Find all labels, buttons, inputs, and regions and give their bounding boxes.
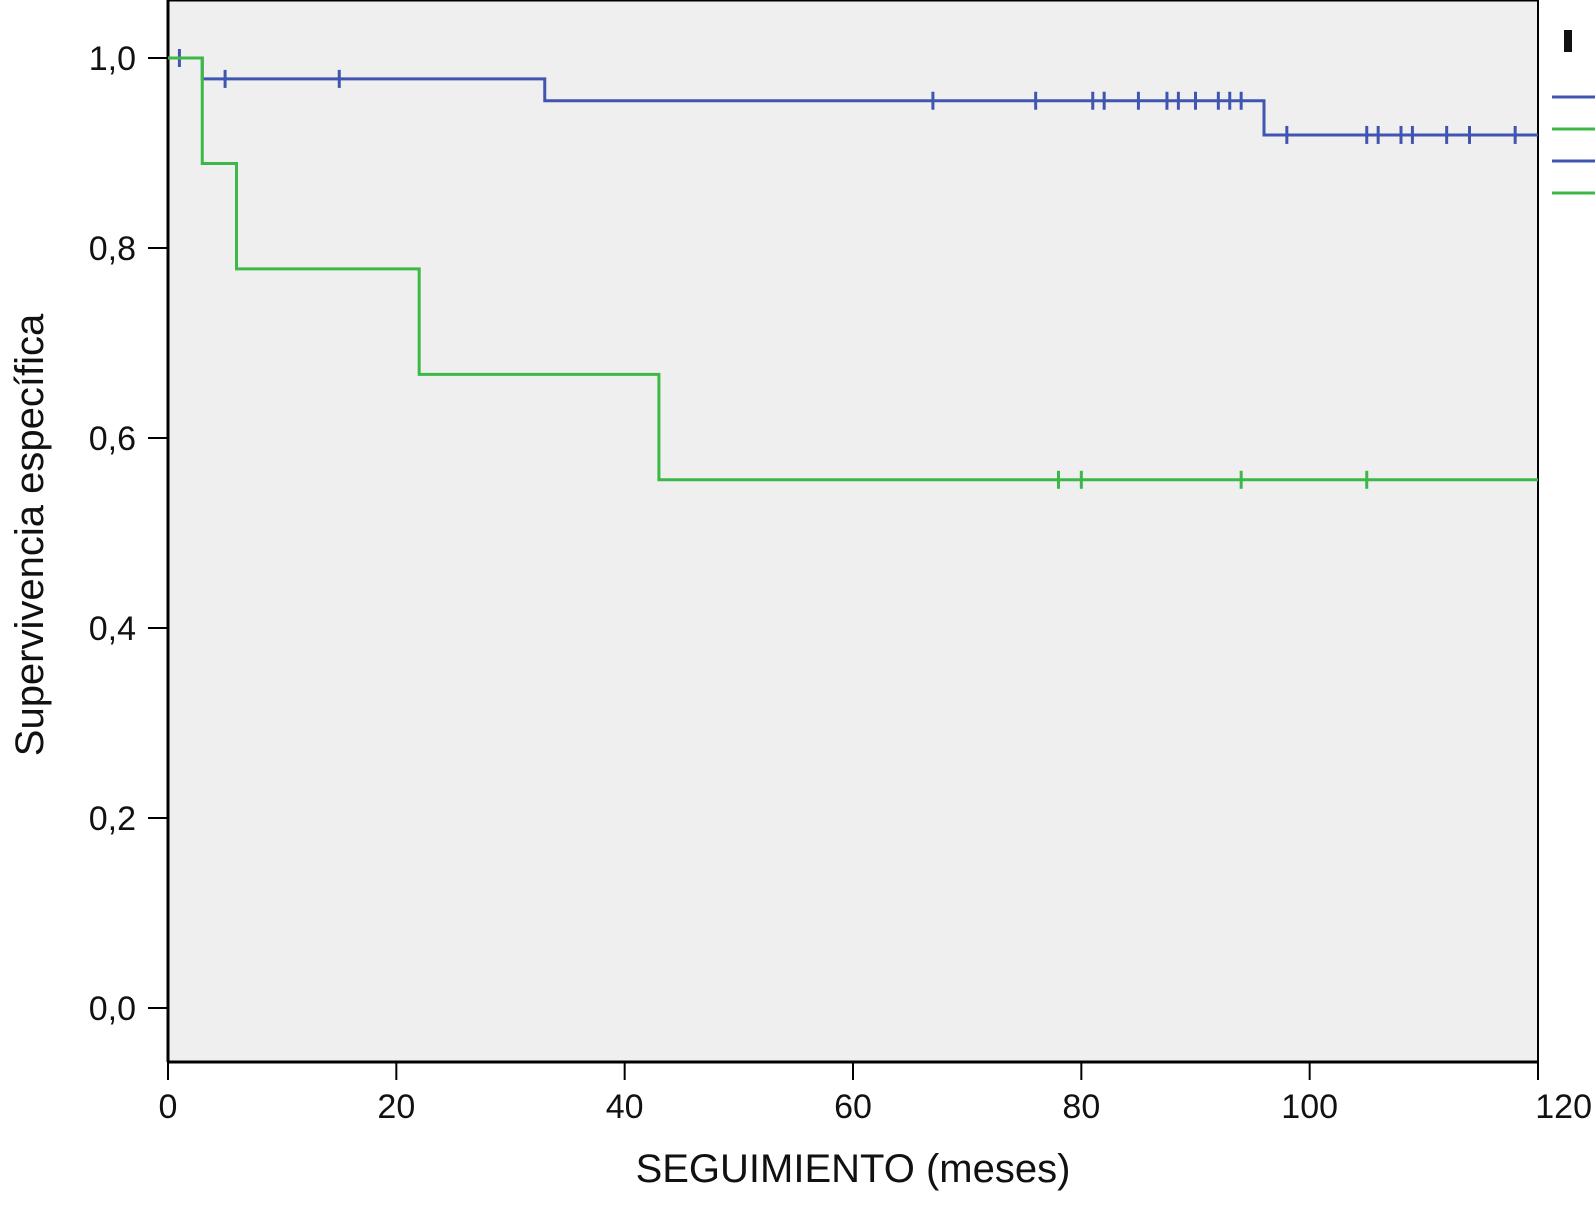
y-tick-label: 0,0	[89, 990, 136, 1028]
x-tick-label: 20	[377, 1088, 415, 1126]
x-tick-label: 120	[1535, 1088, 1592, 1126]
y-tick-label: 0,2	[89, 800, 136, 838]
x-tick-label: 0	[159, 1088, 178, 1126]
plot-area	[168, 0, 1538, 1062]
y-tick-label: 0,4	[89, 610, 136, 648]
x-tick-label: 40	[606, 1088, 644, 1126]
y-axis-ticks: 0,0 0,2 0,4 0,6 0,8 1,0	[89, 40, 168, 1028]
legend	[1552, 30, 1595, 195]
legend-header-mark	[1564, 30, 1572, 52]
survival-series-2	[168, 56, 1538, 489]
y-axis-label: Supervivencia específica	[8, 313, 52, 756]
survival-curve-line	[168, 56, 1538, 482]
x-tick-label: 100	[1281, 1088, 1338, 1126]
survival-curves	[168, 49, 1538, 489]
x-axis-label: SEGUIMIENTO (meses)	[636, 1147, 1071, 1191]
x-tick-label: 80	[1062, 1088, 1100, 1126]
x-tick-label: 60	[834, 1088, 872, 1126]
y-tick-label: 0,8	[89, 230, 136, 268]
y-tick-label: 0,6	[89, 420, 136, 458]
y-tick-label: 1,0	[89, 40, 136, 78]
x-axis-ticks: 0 20 40 60 80 100 120	[159, 1062, 1592, 1126]
